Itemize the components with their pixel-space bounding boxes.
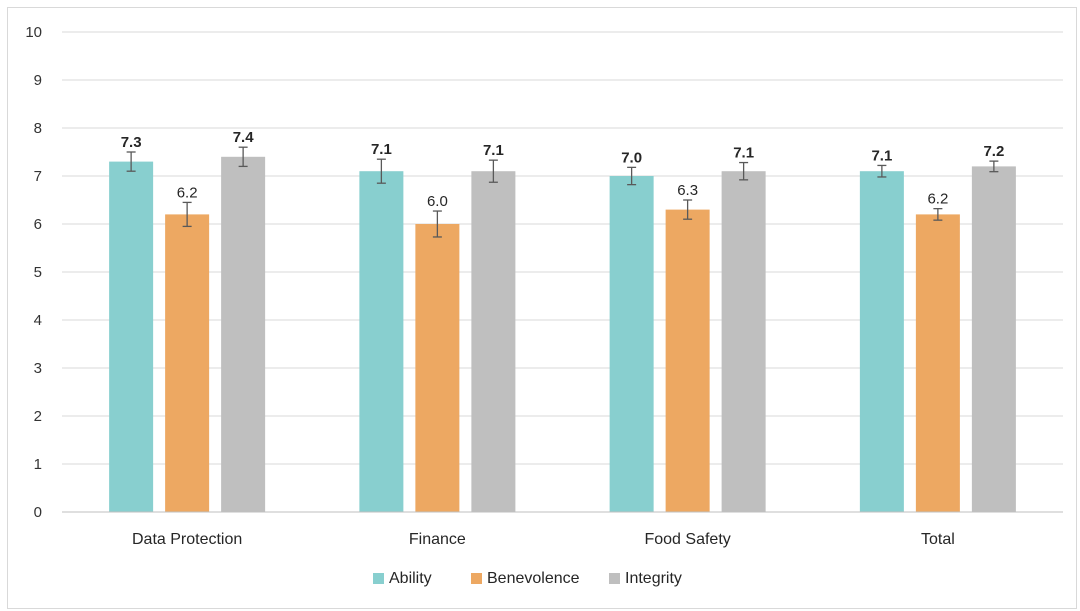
data-label: 7.0 (621, 149, 642, 166)
legend: Ability Benevolence Integrity (373, 570, 682, 587)
bar-benevolence (915, 214, 960, 512)
y-axis-tick-labels: 0 1 2 3 4 5 6 7 8 9 10 (25, 24, 42, 521)
y-tick-label: 7 (34, 168, 42, 185)
bar-ability (359, 171, 404, 512)
data-label: 7.1 (871, 147, 892, 164)
y-tick-label: 9 (34, 72, 42, 89)
data-label: 6.2 (177, 184, 198, 201)
legend-swatch-ability (373, 573, 384, 584)
chart-frame (7, 7, 1077, 609)
y-tick-label: 2 (34, 408, 42, 425)
data-label: 7.1 (733, 145, 754, 162)
data-label: 7.2 (983, 143, 1004, 160)
data-label: 7.4 (233, 129, 255, 146)
bar-benevolence (165, 214, 210, 512)
legend-swatch-benevolence (471, 573, 482, 584)
bar-benevolence (665, 209, 710, 512)
y-tick-label: 8 (34, 120, 42, 137)
y-tick-label: 4 (34, 312, 42, 329)
data-label: 7.1 (483, 142, 504, 159)
bar-ability (109, 161, 154, 512)
bar-integrity (221, 156, 266, 513)
x-tick-label: Total (921, 531, 955, 548)
bars-group (109, 156, 1016, 513)
y-tick-label: 3 (34, 360, 42, 377)
legend-swatch-integrity (609, 573, 620, 584)
bar-ability (859, 171, 904, 512)
gridlines (62, 31, 1063, 465)
data-label: 6.2 (927, 191, 948, 208)
bar-integrity (721, 171, 766, 512)
y-tick-label: 10 (25, 24, 42, 41)
y-tick-label: 5 (34, 264, 42, 281)
x-tick-label: Food Safety (644, 531, 730, 548)
x-tick-label: Finance (409, 531, 466, 548)
y-tick-label: 1 (34, 456, 42, 473)
legend-label-benevolence: Benevolence (487, 570, 580, 587)
bar-integrity (971, 166, 1016, 512)
legend-label-integrity: Integrity (625, 570, 682, 587)
x-tick-label: Data Protection (132, 531, 242, 548)
data-label: 6.0 (427, 193, 448, 210)
error-bars-group (126, 146, 999, 238)
bar-benevolence (415, 224, 460, 512)
data-label: 7.1 (371, 141, 392, 158)
data-label: 6.3 (677, 182, 698, 199)
data-labels-group: 7.3 6.2 7.4 7.1 6.0 7.1 7.0 6.3 7.1 7.1 6.2 7.2 (121, 129, 1005, 210)
data-label: 7.3 (121, 134, 142, 151)
y-tick-label: 6 (34, 216, 42, 233)
bar-integrity (471, 171, 516, 512)
y-tick-label: 0 (34, 504, 42, 521)
x-axis-tick-labels: Data Protection Finance Food Safety Total (132, 531, 955, 548)
bar-ability (609, 176, 654, 512)
legend-label-ability: Ability (389, 570, 432, 587)
